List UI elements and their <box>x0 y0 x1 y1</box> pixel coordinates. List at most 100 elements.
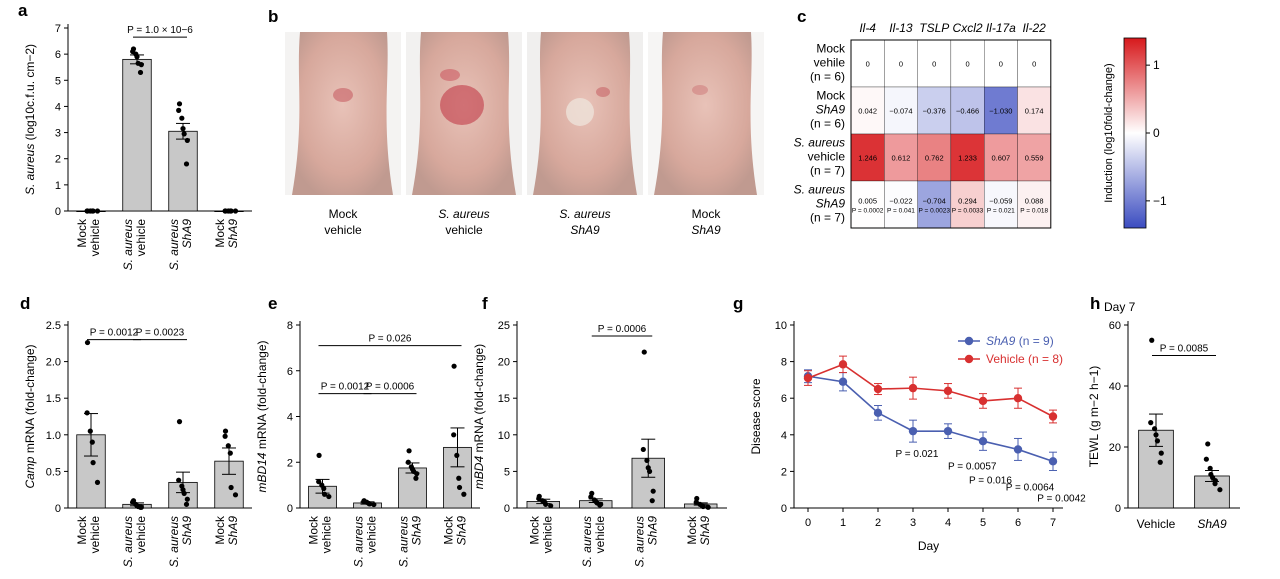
data-point <box>183 501 190 507</box>
photo-caption-2b: vehicle <box>445 223 483 237</box>
panel-label-h: h <box>1090 294 1100 313</box>
heatmap-value: −0.704 <box>923 197 946 206</box>
heatmap-row-label: (n = 6) <box>810 70 845 84</box>
heatmap-cell <box>850 39 885 88</box>
heatmap-row-label: S. aureus <box>794 183 845 197</box>
heatmap-cell <box>984 39 1018 88</box>
y-tick-label: 10 <box>498 430 510 442</box>
legend-label: ShA9 (n = 9) <box>986 334 1054 348</box>
heatmap-cell <box>917 86 952 135</box>
data-point <box>943 386 953 396</box>
heatmap-value: −0.059 <box>989 197 1012 206</box>
category-label: Vehicle <box>1137 517 1176 531</box>
chart-panels: 0 1 2 3 4 5 6 7 S. aureus (log10c.f.u. cm−2) Mock… <box>23 21 1240 567</box>
heatmap-value: 0 <box>932 60 936 69</box>
heatmap-column-label: Il-17a <box>986 21 1016 35</box>
data-point <box>838 377 848 386</box>
data-point <box>1154 438 1161 444</box>
data-point <box>181 490 187 496</box>
data-point <box>649 498 655 504</box>
photo-caption-3a: S. aureus <box>559 207 610 221</box>
y-tick-label: 3 <box>55 128 61 140</box>
data-point <box>134 54 140 60</box>
data-point <box>650 488 656 494</box>
y-axis-label: mBD14 mRNA (fold-change) <box>255 340 269 492</box>
heatmap-row-label: vehile <box>814 56 846 70</box>
p-value-label: P = 0.016 <box>969 475 1012 486</box>
colorbar-label: Induction (log10fold-change) <box>1103 63 1115 202</box>
data-point <box>414 471 420 477</box>
y-tick-label: 0 <box>1115 503 1121 515</box>
heatmap-cell <box>950 133 985 182</box>
category-label: ShA9 <box>645 516 659 546</box>
heatmap-cell <box>917 133 952 182</box>
data-point <box>84 339 91 346</box>
heatmap-cell <box>984 86 1018 135</box>
data-point <box>326 493 332 500</box>
data-point <box>803 373 813 383</box>
data-point <box>548 503 554 509</box>
p-value-label: P = 0.021 <box>896 449 939 460</box>
category-label: vehicle <box>320 516 334 554</box>
heatmap-column-label: Il-13 <box>889 21 913 35</box>
heatmap-column-label: Il-22 <box>1022 21 1046 35</box>
legend-marker <box>964 336 974 346</box>
data-point <box>1148 420 1154 426</box>
heatmap-pvalue: P = 0.041 <box>887 208 915 215</box>
chart-g: 0 2 4 6 8 10 0 1 2 3 4 5 6 7 Day Disease score ShA9 (n =… <box>749 320 1086 553</box>
panel-label-e: e <box>268 294 277 313</box>
y-axis-label: S. aureus (log10c.f.u. cm−2) <box>23 44 37 195</box>
heatmap-value: 0 <box>899 60 903 69</box>
data-point <box>597 502 603 508</box>
data-point <box>181 131 187 137</box>
category-label: ShA9 <box>180 516 194 546</box>
heatmap-cell <box>950 180 985 229</box>
category-label: Mock <box>213 515 227 545</box>
chart-h: 0 20 40 60 TEWL (g m−2 h−1) Vehicle ShA9 P = 0.… <box>1087 300 1240 531</box>
heatmap-cell <box>984 180 1018 229</box>
category-label: ShA9 <box>410 516 424 546</box>
y-tick-label: 10 <box>775 320 787 332</box>
data-point <box>943 426 953 436</box>
heatmap-column-label: Cxcl2 <box>953 21 983 35</box>
legend-label: Vehicle (n = 8) <box>986 352 1063 366</box>
data-point <box>137 69 144 76</box>
data-point <box>176 477 182 483</box>
y-tick-label: 0 <box>287 503 293 515</box>
heatmap-cell <box>884 86 918 135</box>
data-point <box>183 161 190 167</box>
y-tick-label: 1.0 <box>46 430 61 442</box>
data-point <box>179 115 185 121</box>
x-axis-label: Day <box>918 539 939 553</box>
heatmap-value: 1.246 <box>858 154 877 163</box>
colorbar-tick-label: 0 <box>1153 126 1160 140</box>
heatmap-value: 0.088 <box>1025 197 1044 206</box>
data-point <box>321 485 327 492</box>
series-line <box>807 363 1054 418</box>
panel-label-g: g <box>733 294 743 313</box>
data-point <box>451 363 457 369</box>
data-point <box>1013 394 1023 403</box>
data-point <box>227 450 233 456</box>
heatmap-value: 0.005 <box>858 197 877 206</box>
heatmap-border <box>850 39 1052 229</box>
bar <box>398 467 427 509</box>
data-point <box>366 501 373 507</box>
category-label: Mock <box>527 515 541 545</box>
p-value-label: P = 0.0023 <box>136 328 185 339</box>
heatmap-value: −0.074 <box>889 107 912 116</box>
data-point <box>543 501 549 507</box>
data-point <box>321 491 328 497</box>
x-tick-label: 1 <box>840 517 846 529</box>
photo-saureus-vehicle <box>406 32 522 195</box>
category-label: Mock <box>442 515 456 545</box>
chart-a: 0 1 2 3 4 5 6 7 S. aureus (log10c.f.u. cm−2) Mock… <box>23 23 252 270</box>
heatmap-value: 0.042 <box>858 107 877 116</box>
category-label: ShA9 <box>226 516 240 546</box>
heatmap-row-label: ShA9 <box>816 103 846 117</box>
heatmap-row-label: (n = 6) <box>810 117 845 131</box>
y-tick-label: 1 <box>55 180 61 192</box>
photo-mock-sha9 <box>648 32 764 195</box>
